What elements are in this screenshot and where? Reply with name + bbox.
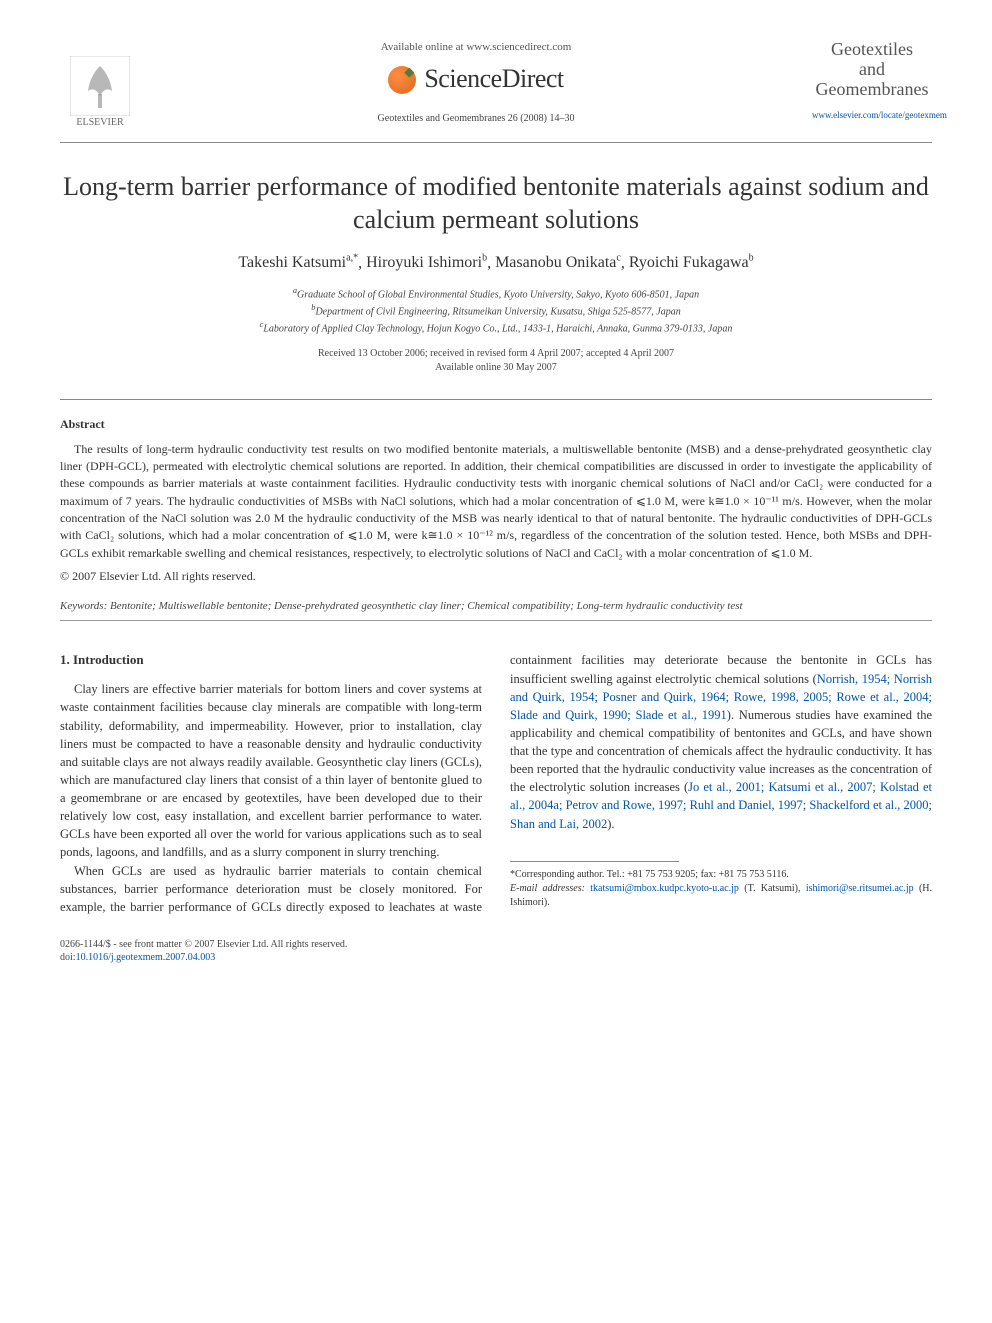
doi-line: doi:10.1016/j.geotexmem.2007.04.003: [60, 951, 932, 964]
doi-label: doi:: [60, 952, 76, 963]
journal-name: Geotextiles and Geomembranes: [812, 40, 932, 99]
author-name: Ryoichi Fukagawa: [629, 254, 749, 271]
doi-link[interactable]: 10.1016/j.geotexmem.2007.04.003: [76, 952, 216, 963]
header: ELSEVIER Available online at www.science…: [60, 40, 932, 130]
affiliation: cLaboratory of Applied Clay Technology, …: [60, 319, 932, 336]
abstract-copyright: © 2007 Elsevier Ltd. All rights reserved…: [60, 568, 932, 585]
journal-name-line1: Geotextiles: [831, 39, 913, 59]
email-who: (T. Katsumi),: [744, 883, 800, 894]
keywords-text: Bentonite; Multiswellable bentonite; Den…: [110, 600, 743, 612]
email-link[interactable]: ishimori@se.ritsumei.ac.jp: [806, 883, 914, 894]
affiliations: aGraduate School of Global Environmental…: [60, 285, 932, 337]
journal-homepage-link[interactable]: www.elsevier.com/locate/geotexmem: [812, 110, 947, 120]
affiliation-text: Department of Civil Engineering, Ritsume…: [315, 306, 680, 317]
email-link[interactable]: tkatsumi@mbox.kudpc.kyoto-u.ac.jp: [590, 883, 739, 894]
keywords-rule: [60, 620, 932, 621]
received-dates: Received 13 October 2006; received in re…: [60, 347, 932, 361]
online-date: Available online 30 May 2007: [60, 361, 932, 375]
author-sup: a,*: [346, 253, 358, 264]
header-rule: [60, 142, 932, 143]
affiliation: aGraduate School of Global Environmental…: [60, 285, 932, 302]
affiliation-text: Laboratory of Applied Clay Technology, H…: [263, 324, 732, 335]
author-sup: b: [749, 253, 754, 264]
intro-heading: 1. Introduction: [60, 651, 482, 670]
author-sup: c: [616, 253, 620, 264]
author-sup: b: [482, 253, 487, 264]
abstract-heading: Abstract: [60, 416, 932, 433]
center-header: Available online at www.sciencedirect.co…: [140, 40, 812, 126]
author: Takeshi Katsumia,*: [238, 254, 358, 271]
journal-name-line3: Geomembranes: [816, 79, 929, 99]
abstract-body: The results of long-term hydraulic condu…: [60, 441, 932, 563]
intro-p1: Clay liners are effective barrier materi…: [60, 680, 482, 861]
journal-name-line2: and: [859, 59, 885, 79]
footnote-separator: [510, 861, 679, 862]
journal-reference: Geotextiles and Geomembranes 26 (2008) 1…: [160, 112, 792, 126]
title-rule: [60, 399, 932, 400]
author: Ryoichi Fukagawab: [629, 254, 754, 271]
sciencedirect-brand: ScienceDirect: [160, 61, 792, 97]
body-columns: 1. Introduction Clay liners are effectiv…: [60, 651, 932, 915]
bottom-matter: 0266-1144/$ - see front matter © 2007 El…: [60, 938, 932, 964]
affiliation-text: Graduate School of Global Environmental …: [297, 289, 699, 300]
email-label: E-mail addresses:: [510, 883, 585, 894]
author-name: Masanobu Onikata: [495, 254, 616, 271]
author-name: Takeshi Katsumi: [238, 254, 346, 271]
available-online-text: Available online at www.sciencedirect.co…: [160, 40, 792, 55]
keywords-label: Keywords:: [60, 600, 107, 612]
keywords: Keywords: Bentonite; Multiswellable bent…: [60, 599, 932, 614]
article-title: Long-term barrier performance of modifie…: [60, 171, 932, 236]
authors: Takeshi Katsumia,*, Hiroyuki Ishimorib, …: [60, 252, 932, 275]
footnotes: *Corresponding author. Tel.: +81 75 753 …: [510, 868, 932, 910]
publisher-name: ELSEVIER: [76, 116, 123, 130]
issn-line: 0266-1144/$ - see front matter © 2007 El…: [60, 938, 932, 951]
journal-cover: Geotextiles and Geomembranes www.elsevie…: [812, 40, 932, 124]
intro-p2-text-c: ).: [607, 817, 614, 831]
tree-icon: [70, 56, 130, 116]
sciencedirect-icon: [388, 66, 416, 94]
sciencedirect-text: ScienceDirect: [424, 61, 563, 97]
author-name: Hiroyuki Ishimori: [366, 254, 482, 271]
affiliation: bDepartment of Civil Engineering, Ritsum…: [60, 302, 932, 319]
article-dates: Received 13 October 2006; received in re…: [60, 347, 932, 375]
elsevier-logo: ELSEVIER: [60, 40, 140, 130]
author: Masanobu Onikatac: [495, 254, 621, 271]
email-addresses: E-mail addresses: tkatsumi@mbox.kudpc.ky…: [510, 882, 932, 910]
corresponding-author: *Corresponding author. Tel.: +81 75 753 …: [510, 868, 932, 882]
author: Hiroyuki Ishimorib: [366, 254, 487, 271]
